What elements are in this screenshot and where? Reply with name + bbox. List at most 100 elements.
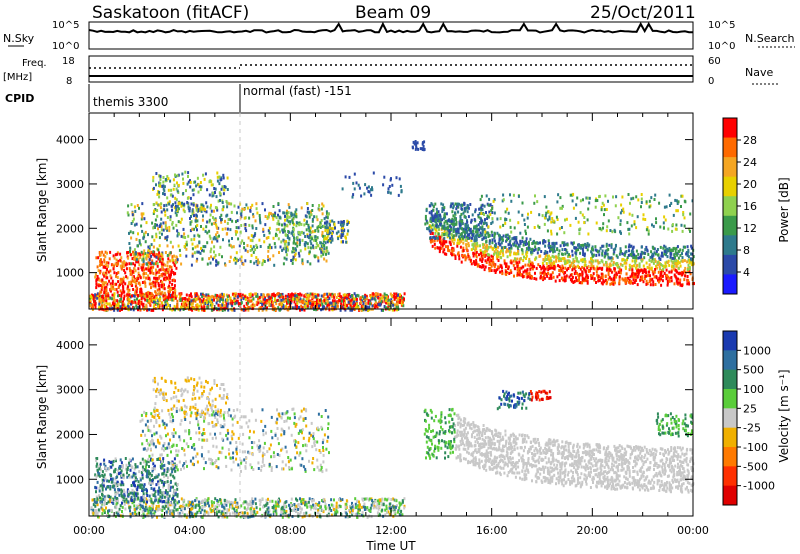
power-cell: [143, 217, 146, 221]
power-cell: [331, 306, 334, 310]
power-cell: [264, 300, 267, 304]
power-cell: [206, 188, 209, 192]
power-cell: [293, 300, 296, 304]
power-cell: [158, 257, 161, 261]
power-cell: [548, 242, 551, 245]
power-cell: [659, 245, 662, 249]
power-cell: [180, 302, 183, 306]
power-cell: [161, 301, 164, 305]
power-cell: [301, 262, 304, 266]
power-cell: [167, 257, 170, 261]
power-cell: [237, 226, 240, 230]
power-cell: [558, 265, 561, 269]
power-cell: [311, 293, 314, 297]
power-cell: [591, 260, 594, 264]
power-cell: [362, 308, 365, 312]
power-cell: [169, 295, 172, 299]
power-cell: [264, 208, 266, 212]
power-cell: [268, 243, 271, 247]
power-cell: [142, 266, 145, 270]
power-cell: [110, 285, 113, 289]
power-cell: [200, 246, 202, 250]
power-cell: [431, 228, 434, 232]
power-cell: [339, 223, 342, 227]
power-cell: [591, 252, 594, 256]
power-cell: [547, 239, 550, 243]
power-cell: [583, 277, 586, 281]
power-cell: [300, 222, 303, 226]
power-cell: [628, 243, 631, 247]
power-cell: [162, 277, 165, 281]
power-cell: [488, 262, 491, 266]
power-cell: [134, 263, 136, 267]
power-cell: [188, 294, 191, 298]
power-cell: [326, 230, 329, 234]
power-cell: [525, 237, 528, 241]
power-cell: [104, 255, 107, 259]
power-cell: [493, 250, 496, 254]
power-cell: [190, 202, 193, 206]
power-cell: [389, 191, 392, 195]
power-cell: [328, 303, 331, 307]
power-cell: [317, 256, 320, 260]
power-cell: [240, 301, 243, 305]
power-cell: [324, 221, 326, 225]
power-cell: [134, 252, 137, 256]
power-cell: [576, 259, 579, 263]
power-cell: [105, 261, 108, 265]
power-cell: [466, 234, 469, 237]
power-cell: [239, 241, 242, 245]
power-cell: [440, 202, 443, 206]
power-cell: [528, 257, 531, 261]
power-cell: [110, 276, 113, 280]
power-cell: [317, 259, 320, 263]
power-cell: [341, 187, 344, 191]
power-cell: [219, 245, 222, 249]
power-cell: [539, 254, 542, 258]
power-cell: [475, 236, 478, 240]
power-cell: [590, 277, 593, 280]
power-cell: [294, 252, 297, 256]
power-cell: [646, 274, 649, 278]
power-cell: [673, 253, 676, 257]
power-cell: [305, 297, 308, 301]
power-cell: [126, 306, 129, 310]
power-cell: [275, 228, 278, 232]
power-cell: [171, 258, 174, 262]
power-cell: [512, 263, 515, 267]
power-cell: [503, 261, 506, 265]
power-cell: [152, 300, 155, 304]
power-cell: [117, 302, 120, 306]
power-cell: [213, 221, 216, 225]
power-cell: [90, 296, 93, 300]
power-cell: [494, 245, 497, 248]
power-cell: [664, 218, 667, 222]
power-cell: [309, 236, 312, 239]
power-cell: [674, 198, 677, 202]
power-cell: [397, 193, 400, 197]
power-cell: [355, 181, 358, 185]
power-cell: [661, 279, 664, 283]
power-cell: [172, 297, 175, 301]
power-cell: [533, 277, 536, 280]
power-cell: [349, 299, 352, 303]
power-cell: [164, 263, 167, 267]
power-cell: [226, 205, 229, 209]
power-cell: [287, 230, 290, 233]
power-cell: [463, 214, 466, 218]
power-cell: [258, 216, 261, 220]
power-cell: [613, 267, 616, 271]
power-cell: [462, 227, 465, 231]
power-cell: [681, 273, 684, 277]
power-cell: [147, 249, 150, 253]
power-cell: [248, 216, 251, 220]
power-cell: [130, 253, 132, 257]
power-cell: [333, 299, 336, 303]
power-cell: [395, 176, 398, 180]
power-cell: [544, 250, 547, 253]
power-cell: [460, 207, 463, 211]
power-cell: [160, 210, 163, 214]
power-cell: [223, 185, 226, 188]
power-cell: [163, 287, 166, 291]
power-cell: [329, 237, 332, 241]
